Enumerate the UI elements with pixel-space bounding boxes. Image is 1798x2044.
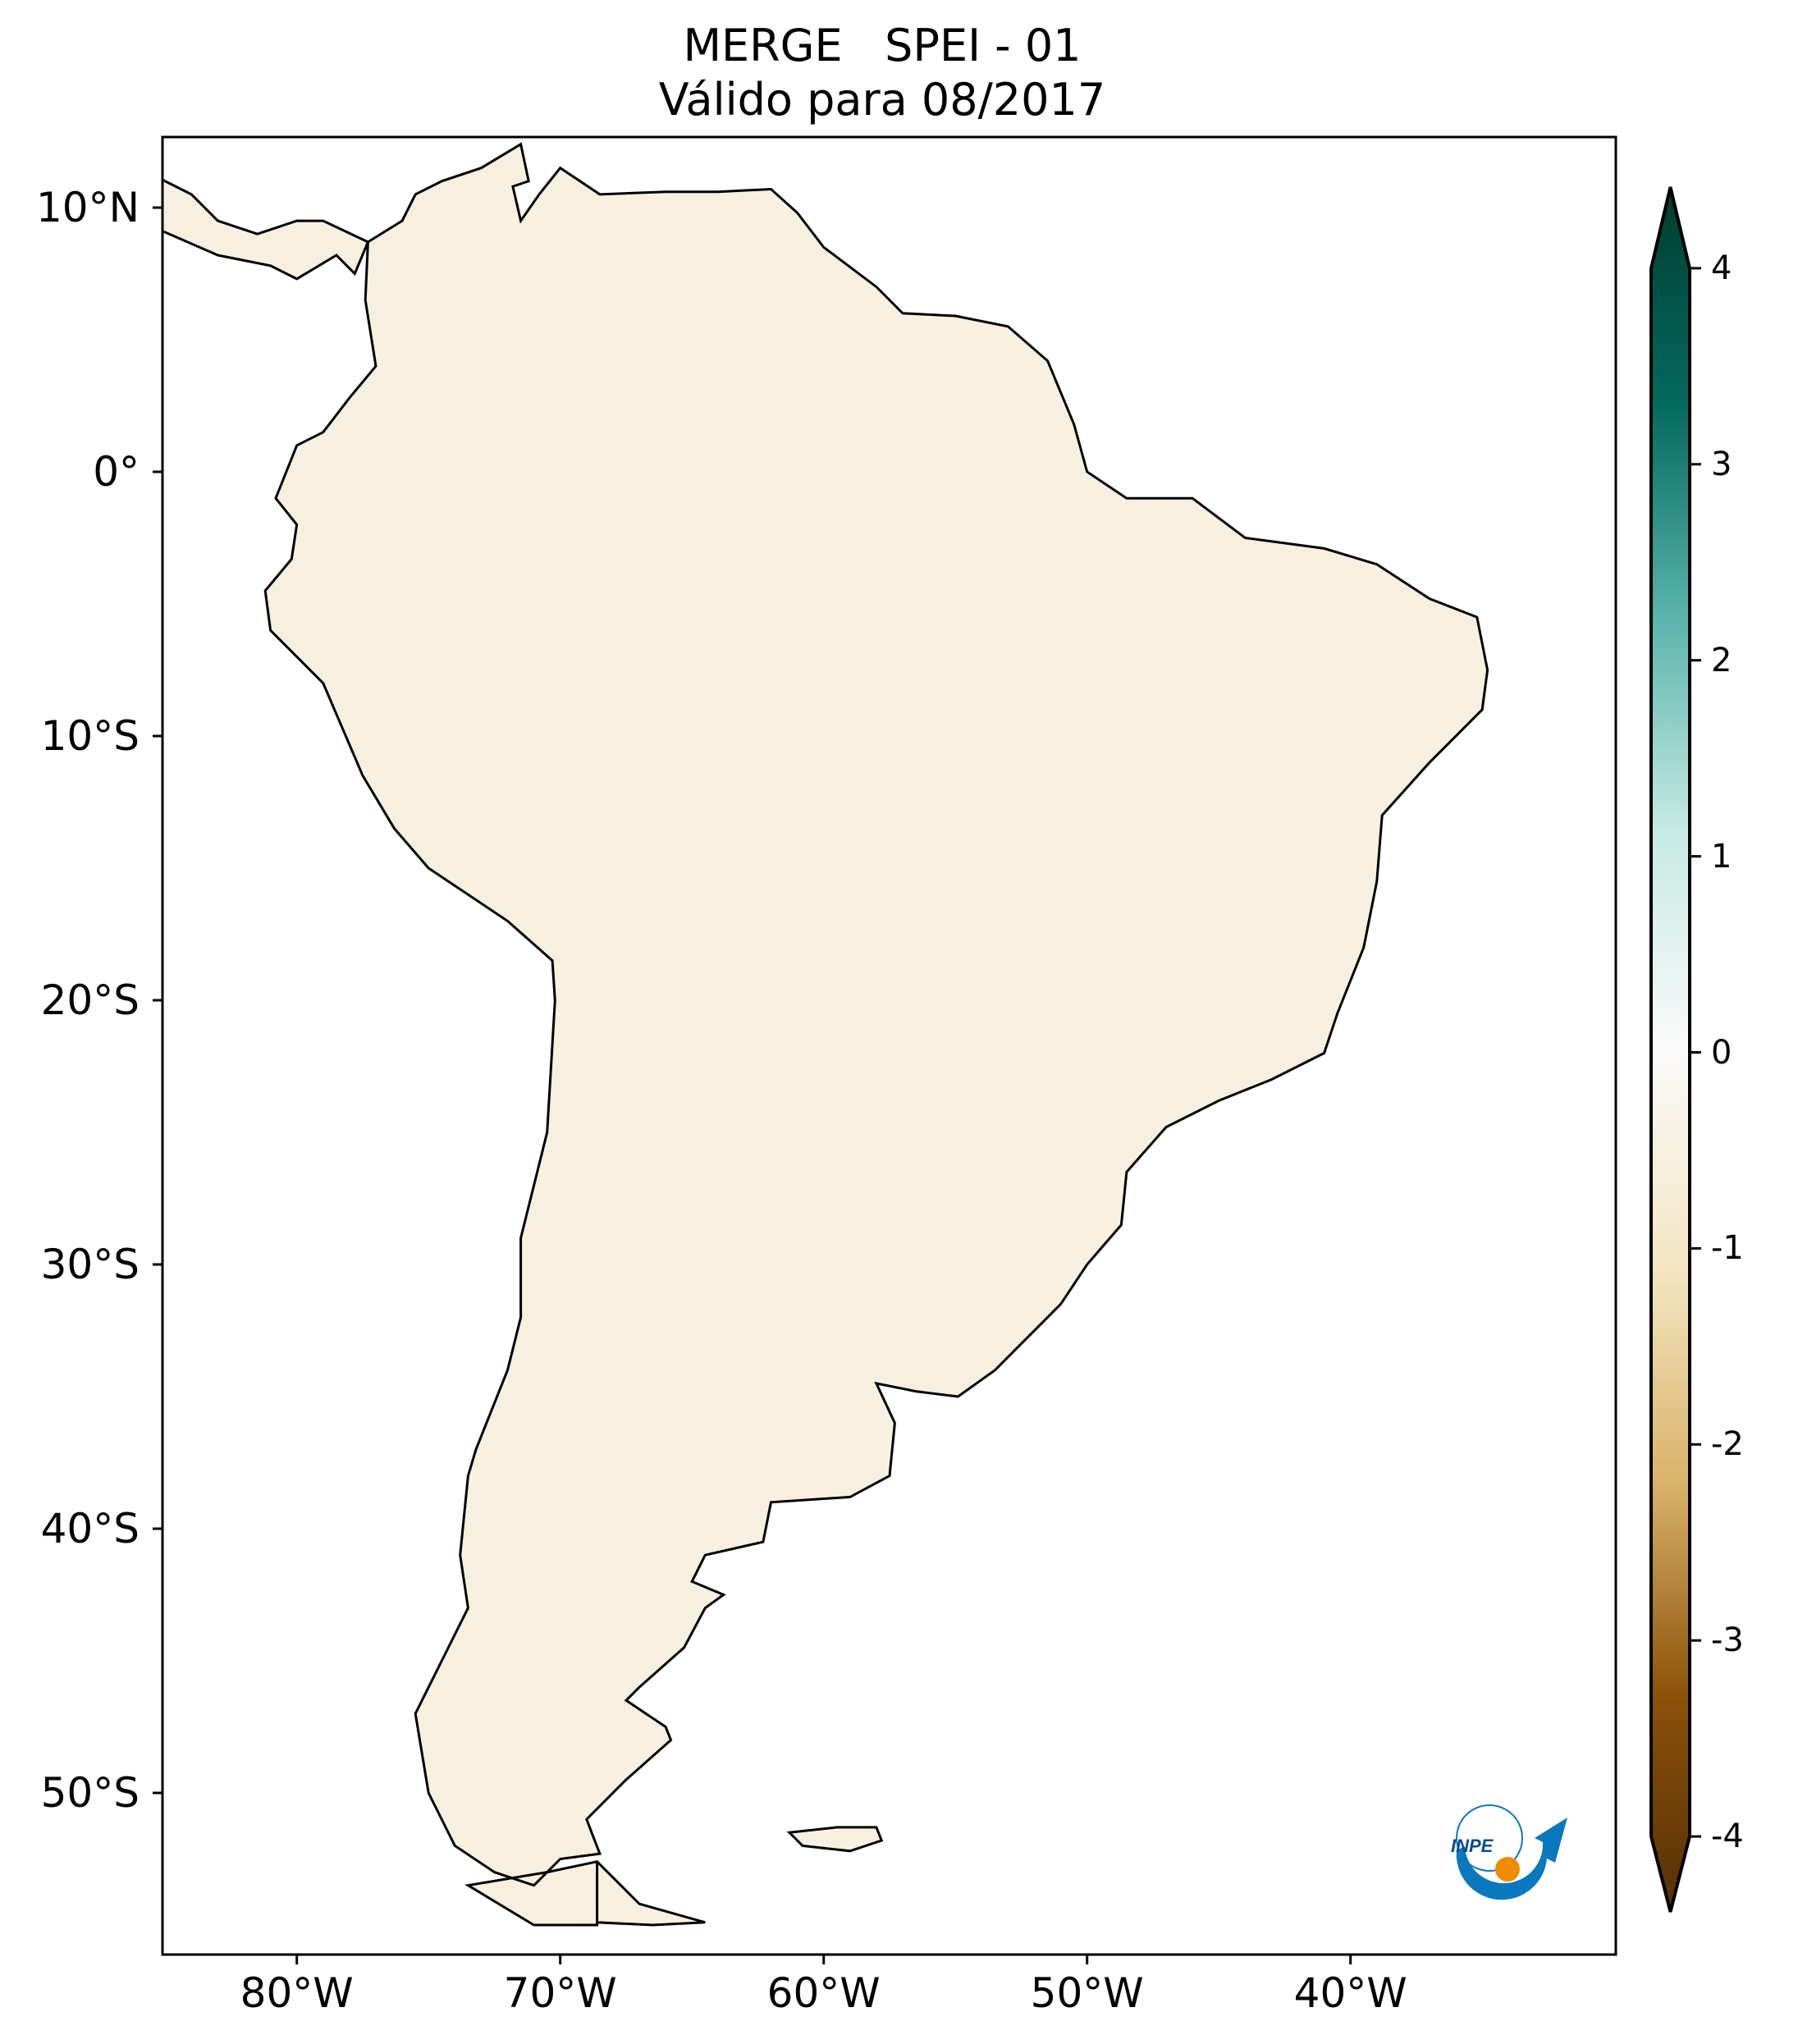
coastline [786, 1826, 884, 1853]
x-tick-label: 40°W [1293, 1969, 1407, 2017]
land-polygon [162, 180, 368, 279]
x-axis-ticks [295, 1955, 1352, 1964]
x-tick-label: 80°W [240, 1969, 354, 2017]
land-polygon [265, 144, 1488, 1886]
colorbar-tick-label: -2 [1711, 1425, 1744, 1464]
colorbar-tick-label: 1 [1711, 837, 1732, 876]
y-axis-ticks [153, 206, 162, 1795]
y-tick-label: 10°S [40, 712, 140, 760]
colorbar-tick-label: 0 [1711, 1033, 1732, 1072]
coastline [162, 178, 370, 281]
x-tick-label: 70°W [503, 1969, 617, 2017]
logo-arc-icon [1456, 1818, 1567, 1900]
coastlines [162, 142, 1489, 1927]
y-tick-label: 10°N [35, 184, 140, 231]
land-polygon [468, 1861, 706, 1925]
y-tick-label: 50°S [40, 1769, 140, 1817]
colorbar-tick-label: -4 [1711, 1818, 1744, 1856]
chart-title: MERGE SPEI - 01 [683, 20, 1082, 71]
y-tick-label: 40°S [40, 1505, 140, 1552]
colorbar-tick-label: 4 [1711, 249, 1732, 287]
y-tick-label: 30°S [40, 1241, 140, 1288]
inpe-logo: INPE [1451, 1804, 1567, 1900]
chart-subtitle: Válido para 08/2017 [658, 74, 1106, 126]
y-tick-label: 20°S [40, 976, 140, 1024]
land-area [162, 144, 1488, 1925]
colorbar-gradient [1649, 186, 1691, 1913]
x-tick-label: 50°W [1030, 1969, 1144, 2017]
land-polygon [789, 1827, 882, 1851]
colorbar-tick-label: -1 [1711, 1229, 1744, 1268]
colorbar-tick-label: 2 [1711, 641, 1732, 679]
plot-frame [161, 135, 1617, 1956]
logo-text: INPE [1451, 1836, 1494, 1856]
logo-sun-icon [1495, 1857, 1520, 1882]
logo-orbit-icon [1456, 1804, 1523, 1872]
x-tick-label: 60°W [766, 1969, 881, 2017]
coastline [263, 142, 1489, 1887]
colorbar-tick-label: -3 [1711, 1621, 1744, 1660]
colorbar-tick-label: 3 [1711, 445, 1732, 483]
y-tick-label: 0° [93, 448, 140, 496]
colorbar [1649, 186, 1701, 1913]
coastline [464, 1860, 706, 1927]
